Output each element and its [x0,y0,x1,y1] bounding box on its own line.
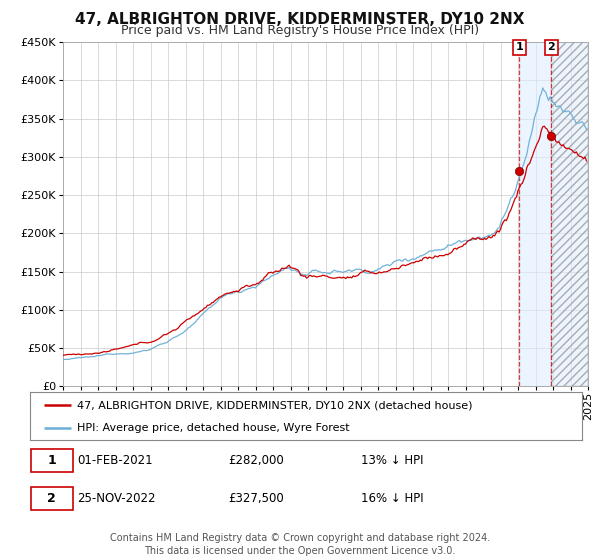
Text: 16% ↓ HPI: 16% ↓ HPI [361,492,424,505]
Text: Contains HM Land Registry data © Crown copyright and database right 2024.: Contains HM Land Registry data © Crown c… [110,533,490,543]
Text: HPI: Average price, detached house, Wyre Forest: HPI: Average price, detached house, Wyre… [77,423,350,433]
Bar [551,42,588,386]
Text: £282,000: £282,000 [229,454,284,467]
Text: This data is licensed under the Open Government Licence v3.0.: This data is licensed under the Open Gov… [145,546,455,556]
Text: Price paid vs. HM Land Registry's House Price Index (HPI): Price paid vs. HM Land Registry's House … [121,24,479,37]
Text: 13% ↓ HPI: 13% ↓ HPI [361,454,424,467]
Text: 47, ALBRIGHTON DRIVE, KIDDERMINSTER, DY10 2NX (detached house): 47, ALBRIGHTON DRIVE, KIDDERMINSTER, DY1… [77,400,472,410]
FancyBboxPatch shape [31,449,73,472]
Bar [520,42,588,386]
Text: £327,500: £327,500 [229,492,284,505]
FancyBboxPatch shape [31,487,73,510]
Text: 1: 1 [47,454,56,467]
Text: 2: 2 [47,492,56,505]
Text: 25-NOV-2022: 25-NOV-2022 [77,492,155,505]
Text: 01-FEB-2021: 01-FEB-2021 [77,454,152,467]
Text: 2: 2 [547,43,555,52]
Text: 47, ALBRIGHTON DRIVE, KIDDERMINSTER, DY10 2NX: 47, ALBRIGHTON DRIVE, KIDDERMINSTER, DY1… [75,12,525,27]
Text: 1: 1 [515,43,523,52]
